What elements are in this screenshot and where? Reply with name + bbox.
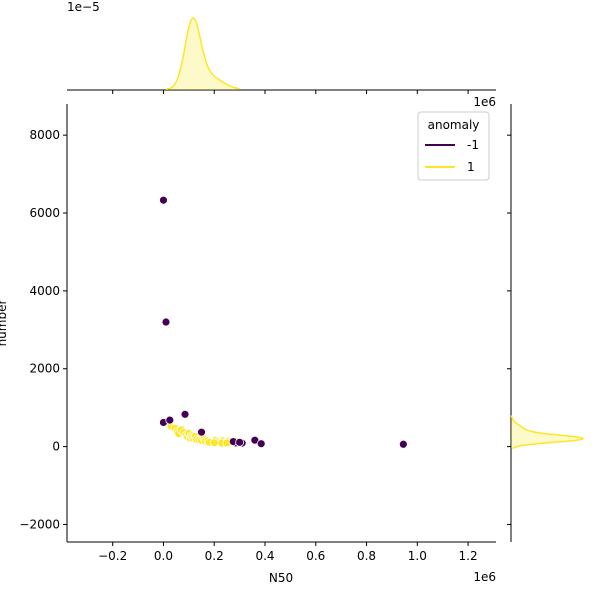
y-tick-label: 2000 — [29, 362, 60, 376]
anomaly-point — [256, 439, 266, 449]
x-tick-label: 0.2 — [205, 549, 224, 563]
top-marginal-kde-line — [165, 17, 240, 91]
anomaly-point — [235, 437, 245, 447]
x-axis-ticks: −0.2 0.0 0.2 0.4 0.6 0.8 1.0 1.2 — [98, 542, 478, 563]
y-axis-label: number — [0, 300, 9, 347]
y-tick-label: 0 — [52, 440, 60, 454]
x-offset-label: 1e6 — [473, 570, 496, 584]
legend-label-anomaly: -1 — [467, 138, 479, 152]
x-tick-label: 1.0 — [408, 549, 427, 563]
y-tick-label: 6000 — [29, 206, 60, 220]
y-tick-label: −2000 — [19, 517, 60, 531]
y-tick-label: 8000 — [29, 128, 60, 142]
scatter-points — [159, 195, 408, 449]
top-offset-label: 1e−5 — [67, 0, 100, 14]
top-marginal-panel: 1e−5 — [67, 0, 496, 94]
right-marginal-ticks — [507, 134, 511, 525]
legend-title: anomaly — [428, 118, 480, 132]
y-tick-label: 4000 — [29, 284, 60, 298]
x-tick-label: 0.4 — [255, 549, 274, 563]
anomaly-point — [398, 439, 408, 449]
x-tick-label: −0.2 — [98, 549, 127, 563]
right-marginal-kde-fill — [511, 415, 583, 449]
y-axis-ticks: −2000 0 2000 4000 6000 8000 — [19, 128, 67, 531]
right-offset-label: 1e6 — [473, 95, 496, 109]
legend-label-normal: 1 — [467, 160, 475, 174]
right-marginal-kde-line — [510, 415, 584, 450]
x-tick-label: 1.2 — [459, 549, 478, 563]
anomaly-point — [180, 409, 190, 419]
anomaly-point — [197, 427, 206, 437]
x-tick-label: 0.8 — [357, 549, 376, 563]
main-axes: −0.2 0.0 0.2 0.4 0.6 0.8 1.0 1.2 −2000 0 2000 4000… — [0, 104, 496, 585]
anomaly-point — [165, 415, 175, 425]
top-marginal-kde-fill — [166, 18, 240, 90]
legend: anomaly -1 1 — [417, 111, 490, 181]
x-tick-label: 0.0 — [154, 549, 173, 563]
anomaly-point — [161, 317, 171, 327]
x-axis-label: N50 — [269, 571, 293, 585]
normal-point — [209, 438, 219, 448]
right-marginal-panel: 1e6 — [473, 95, 584, 542]
x-tick-label: 0.6 — [306, 549, 325, 563]
top-marginal-ticks — [112, 90, 469, 94]
anomaly-point — [159, 195, 168, 205]
